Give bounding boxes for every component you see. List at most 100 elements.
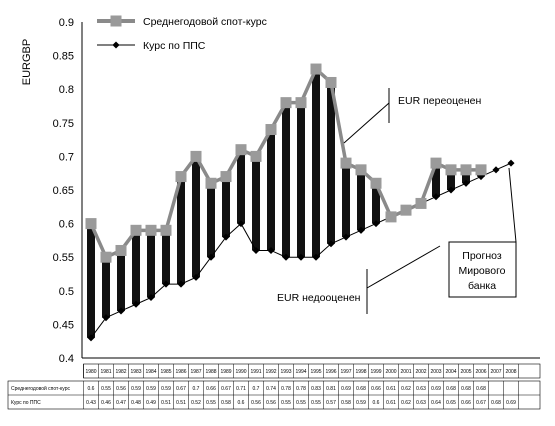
gap-bar <box>162 230 170 285</box>
table-year-label: 1996 <box>325 369 336 375</box>
table-cell-value: 0.69 <box>341 386 351 392</box>
gap-bar <box>432 163 440 197</box>
y-tick-label: 0.7 <box>59 151 74 163</box>
spot-point <box>460 164 472 176</box>
gap-bar <box>147 230 155 298</box>
table-cell-value: 0.48 <box>131 400 141 406</box>
table-year-label: 1999 <box>370 369 381 375</box>
table-cell-value: 0.62 <box>401 386 411 392</box>
ppp-point <box>102 314 110 322</box>
forecast-pointer <box>508 167 517 243</box>
forecast-box <box>448 241 517 298</box>
ppp-point <box>147 293 155 302</box>
legend-label-ppp: Курс по ППС <box>143 40 206 52</box>
table-year-label: 1994 <box>295 369 306 375</box>
table-year-label: 1989 <box>220 369 231 375</box>
table-year-label: 1993 <box>280 369 291 375</box>
ppp-point <box>357 226 365 234</box>
table-cell-value: 0.56 <box>251 400 261 406</box>
forecast-label-line-2: Мирового <box>458 265 505 277</box>
spot-point <box>190 150 202 162</box>
y-tick-label: 0.9 <box>59 17 74 29</box>
ppp-point <box>177 280 185 288</box>
table-cell-value: 0.7 <box>253 386 260 392</box>
ppp-point <box>117 307 125 315</box>
legend-marker-spot <box>110 15 122 27</box>
ppp-point <box>267 246 275 255</box>
table-row-label: Курс по ППС <box>11 400 41 406</box>
table-cell-value: 0.61 <box>386 400 396 406</box>
table-cell-value: 0.66 <box>461 400 471 406</box>
table-year-label: 1991 <box>250 369 261 375</box>
spot-point <box>370 177 382 189</box>
table-cell-value: 0.6 <box>373 400 380 406</box>
table-year-label: 1990 <box>235 369 246 375</box>
spot-point <box>100 251 112 263</box>
y-tick-label: 0.85 <box>53 51 74 63</box>
ppp-point <box>507 159 515 167</box>
table-year-label: 1981 <box>100 369 111 375</box>
table-cell-value: 0.67 <box>176 386 186 392</box>
gap-bar <box>447 169 455 190</box>
table-cell-value: 0.66 <box>371 386 381 392</box>
gap-bar <box>222 176 230 238</box>
table-cell-value: 0.66 <box>206 386 216 392</box>
ppp-point <box>132 300 140 308</box>
gap-bar <box>312 69 320 258</box>
spot-point <box>430 157 442 169</box>
table-year-label: 2005 <box>460 369 471 375</box>
spot-point <box>445 164 457 176</box>
spot-point <box>115 244 127 256</box>
table-cell-value: 0.81 <box>326 386 336 392</box>
forecast-label-line-3: банка <box>468 280 496 292</box>
table-cell-value: 0.7 <box>193 386 200 392</box>
spot-point <box>205 177 217 189</box>
table-cell-value: 0.67 <box>476 400 486 406</box>
table-year-label: 2006 <box>475 369 486 375</box>
table-cell-value: 0.69 <box>431 386 441 392</box>
y-tick-label: 0.5 <box>59 286 74 298</box>
table-year-label: 1987 <box>190 369 201 375</box>
table-cell-value: 0.68 <box>476 386 486 392</box>
spot-point <box>415 197 427 209</box>
spot-point <box>85 218 97 230</box>
table-year-label: 1992 <box>265 369 276 375</box>
gap-bars <box>87 69 485 338</box>
gap-bar <box>177 176 185 285</box>
ppp-point <box>342 233 350 241</box>
table-cell-value: 0.52 <box>191 400 201 406</box>
y-tick-label: 0.6 <box>59 219 74 231</box>
spot-point <box>355 164 367 176</box>
table-year-label: 1995 <box>310 369 321 375</box>
table-cell-value: 0.56 <box>266 400 276 406</box>
table-cell-value: 0.63 <box>416 400 426 406</box>
table-cell-value: 0.58 <box>221 400 231 406</box>
table-cell-value: 0.55 <box>296 400 306 406</box>
spot-point <box>145 224 157 236</box>
y-tick-label: 0.8 <box>59 84 74 96</box>
gap-bar <box>102 257 110 318</box>
spot-point <box>295 97 307 109</box>
gap-bar <box>327 82 335 244</box>
gap-bar <box>87 223 95 338</box>
table-cell-value: 0.55 <box>311 400 321 406</box>
legend-label-spot: Среднегодовой спот-курс <box>143 16 267 28</box>
table-cell-value: 0.74 <box>266 386 276 392</box>
spot-point <box>310 63 322 75</box>
table-cell-value: 0.58 <box>341 400 351 406</box>
y-tick-label: 0.65 <box>53 185 74 197</box>
table-cell-value: 0.51 <box>161 400 171 406</box>
gap-bar <box>117 250 125 311</box>
table-cell-value: 0.59 <box>356 400 366 406</box>
table-cell-value: 0.64 <box>431 400 441 406</box>
y-tick-label: 0.75 <box>53 118 74 130</box>
table-cell-value: 0.47 <box>116 400 126 406</box>
table-year-label: 1982 <box>115 369 126 375</box>
table-year-label: 2003 <box>430 369 441 375</box>
table-year-label: 1984 <box>145 369 156 375</box>
table-year-label: 2002 <box>415 369 426 375</box>
table-cell-value: 0.63 <box>416 386 426 392</box>
annotation-pointer-under <box>366 245 441 289</box>
ppp-point <box>237 220 245 228</box>
